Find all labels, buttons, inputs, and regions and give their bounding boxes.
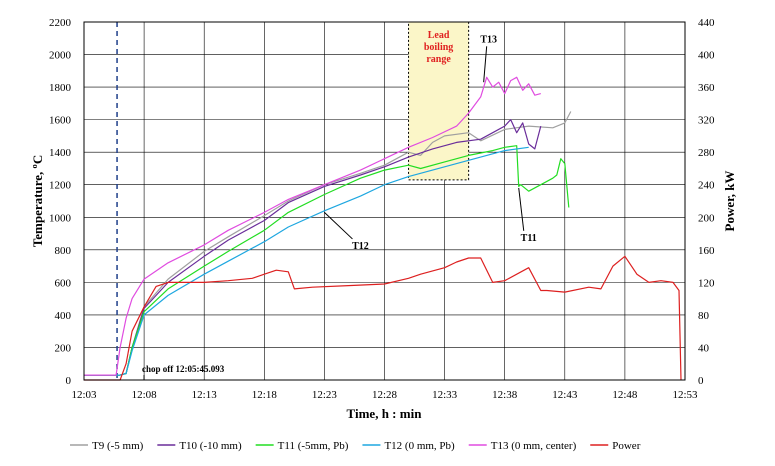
t11-label: T11 (521, 233, 537, 244)
legend-label: Power (612, 440, 640, 452)
y-left-tick-labels: 0 200 400 600 800 1000 1200 1400 1600 1800 2000 220… (49, 17, 72, 387)
y-right-tick-label: 160 (698, 245, 715, 257)
x-tick-label: 12:03 (71, 389, 97, 401)
grid-lines (83, 21, 686, 381)
lead-boiling-label: Lead (428, 30, 450, 41)
series-line-t11 (84, 145, 570, 376)
series-line-t13 (84, 76, 541, 376)
y-right-tick-label: 440 (698, 17, 715, 29)
y-right-tick-label: 240 (698, 180, 715, 192)
y-right-tick-label: 360 (698, 82, 715, 94)
x-tick-label: 12:33 (432, 389, 458, 401)
y-left-tick-label: 1400 (49, 147, 72, 159)
x-tick-label: 12:48 (612, 389, 638, 401)
legend: T9 (-5 mm) T10 (-10 mm) T11 (-5mm, Pb) T12 … (70, 440, 641, 452)
x-tick-label: 12:43 (552, 389, 578, 401)
y-left-tick-label: 1000 (49, 212, 72, 224)
legend-label: T9 (-5 mm) (92, 440, 144, 452)
y-left-tick-label: 800 (55, 245, 72, 257)
y-left-tick-label: 0 (66, 375, 72, 387)
x-tick-labels: 12:03 12:08 12:13 12:18 12:23 12:28 12:33 12:38… (71, 389, 698, 401)
series-line-t9 (84, 111, 572, 376)
y-axis-left-title: Temperature, ºC (30, 155, 45, 247)
y-left-tick-label: 1600 (49, 115, 72, 127)
y-right-tick-label: 80 (698, 310, 710, 322)
y-axis-right-title: Power, kW (722, 171, 737, 232)
x-tick-label: 12:18 (252, 389, 278, 401)
plot-frame (83, 21, 686, 381)
y-left-tick-label: 2000 (49, 50, 72, 62)
y-left-tick-label: 200 (55, 342, 72, 354)
y-right-tick-label: 0 (698, 375, 704, 387)
y-right-tick-label: 120 (698, 277, 715, 289)
legend-label: T12 (0 mm, Pb) (384, 440, 455, 452)
y-right-tick-label: 400 (698, 50, 715, 62)
y-left-tick-label: 2200 (49, 17, 72, 29)
series-line-t12 (84, 146, 529, 376)
y-right-tick-labels: 0 40 80 120 160 200 240 280 320 360 400 440 (698, 17, 715, 387)
chop-off-label: chop off 12:05:45.093 (142, 364, 225, 374)
legend-label: T10 (-10 mm) (179, 440, 242, 452)
lead-boiling-label: boiling (424, 42, 453, 53)
x-tick-label: 12:28 (372, 389, 398, 401)
y-left-tick-label: 1800 (49, 82, 72, 94)
lead-boiling-label: range (426, 54, 451, 65)
t11-arrow (518, 187, 525, 231)
y-left-tick-label: 400 (55, 310, 72, 322)
x-tick-label: 12:08 (132, 389, 158, 401)
x-tick-label: 12:53 (672, 389, 698, 401)
y-right-tick-label: 280 (698, 147, 715, 159)
legend-label: T13 (0 mm, center) (491, 440, 577, 452)
legend-label: T11 (-5mm, Pb) (278, 440, 349, 452)
lead-boiling-region (116, 21, 470, 380)
t12-label: T12 (352, 241, 369, 252)
y-right-tick-label: 320 (698, 115, 715, 127)
x-tick-label: 12:23 (312, 389, 338, 401)
x-tick-label: 12:13 (192, 389, 218, 401)
t13-label: T13 (480, 34, 497, 45)
y-left-tick-label: 600 (55, 277, 72, 289)
x-tick-label: 12:38 (492, 389, 518, 401)
series-line-power (84, 255, 682, 381)
y-right-tick-label: 40 (698, 342, 710, 354)
t13-arrow (483, 46, 488, 83)
series-layer (84, 76, 682, 381)
y-left-tick-label: 1200 (49, 180, 72, 192)
t12-arrow (324, 212, 353, 240)
y-right-tick-label: 200 (698, 212, 715, 224)
series-line-t10 (84, 118, 542, 376)
x-axis-title: Time, h : min (347, 406, 423, 421)
